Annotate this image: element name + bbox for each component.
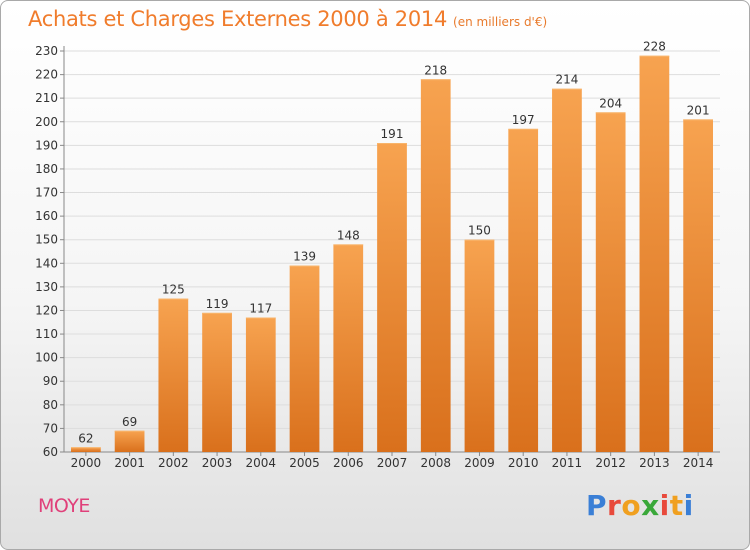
data-label: 191 [381, 127, 404, 141]
data-label: 62 [78, 431, 93, 445]
data-label: 214 [555, 73, 578, 87]
logo-letter: P [586, 489, 608, 522]
y-tick-label: 230 [35, 44, 58, 58]
x-tick-label: 2002 [158, 456, 189, 470]
bar [245, 317, 276, 452]
y-tick-label: 60 [43, 445, 58, 459]
y-tick-label: 210 [35, 91, 58, 105]
x-tick-label: 2001 [114, 456, 145, 470]
data-label: 117 [249, 302, 272, 316]
x-tick-label: 2014 [683, 456, 714, 470]
x-tick-label: 2011 [552, 456, 583, 470]
y-tick-label: 70 [43, 421, 58, 435]
bar [508, 128, 539, 452]
logo-letter: x [641, 489, 660, 522]
y-tick-label: 190 [35, 138, 58, 152]
bar [377, 142, 407, 452]
data-labels: 62 69 125 119 117 139 148 191 218 150 197 214 204 228… [78, 40, 709, 446]
y-tick-label: 180 [35, 162, 58, 176]
x-axis: 2000 2001 2002 2003 2004 2005 2006 2007 2008 2009… [71, 452, 714, 470]
y-tick-label: 140 [35, 256, 58, 270]
y-tick-label: 160 [35, 209, 58, 223]
x-tick-label: 2012 [595, 456, 626, 470]
bar [595, 112, 626, 453]
data-label: 148 [337, 228, 360, 242]
chart-title: Achats et Charges Externes 2000 à 2014 (e… [28, 7, 547, 31]
data-label: 228 [643, 40, 666, 54]
chart-title-text: Achats et Charges Externes 2000 à 2014 [28, 7, 448, 31]
y-tick-label: 80 [43, 398, 58, 412]
logo-letter: o [621, 489, 642, 522]
y-tick-label: 120 [35, 303, 58, 317]
proxiti-logo[interactable]: Proxiti [586, 489, 694, 522]
data-label: 197 [512, 113, 535, 127]
commune-name: MOYE [38, 495, 90, 517]
bar [639, 55, 670, 452]
logo-letter: t [669, 489, 684, 522]
y-tick-label: 150 [35, 233, 58, 247]
data-label: 218 [424, 63, 447, 77]
bar [683, 119, 714, 452]
data-label: 139 [293, 250, 316, 264]
x-tick-label: 2004 [246, 456, 277, 470]
x-tick-label: 2006 [333, 456, 364, 470]
x-tick-label: 2007 [377, 456, 408, 470]
y-tick-label: 200 [35, 115, 58, 129]
x-tick-label: 2009 [464, 456, 495, 470]
y-tick-label: 90 [43, 374, 58, 388]
x-tick-label: 2008 [420, 456, 451, 470]
bar [202, 312, 232, 452]
data-label: 119 [206, 297, 229, 311]
x-tick-label: 2010 [508, 456, 539, 470]
data-label: 204 [599, 96, 622, 110]
bar [420, 79, 451, 453]
logo-letter: r [607, 489, 622, 522]
logo-letter: i [659, 489, 670, 522]
x-tick-label: 2003 [202, 456, 233, 470]
data-label: 69 [122, 415, 137, 429]
x-tick-label: 2013 [639, 456, 670, 470]
bar [333, 244, 364, 452]
x-tick-label: 2005 [289, 456, 320, 470]
bar [70, 447, 101, 452]
y-tick-label: 170 [35, 186, 58, 200]
data-label: 150 [468, 224, 491, 238]
bars [70, 55, 714, 453]
chart-unit: (en milliers d'€) [453, 15, 548, 29]
bar [114, 430, 145, 452]
y-tick-label: 100 [35, 351, 58, 365]
y-tick-label: 130 [35, 280, 58, 294]
bar [289, 265, 320, 452]
bar [158, 298, 189, 452]
logo-letter: i [683, 489, 694, 522]
y-tick-label: 110 [35, 327, 58, 341]
bar [552, 88, 582, 452]
data-label: 201 [687, 103, 710, 117]
x-tick-label: 2000 [71, 456, 102, 470]
y-tick-label: 220 [35, 68, 58, 82]
bar [464, 239, 495, 452]
data-label: 125 [162, 283, 185, 297]
